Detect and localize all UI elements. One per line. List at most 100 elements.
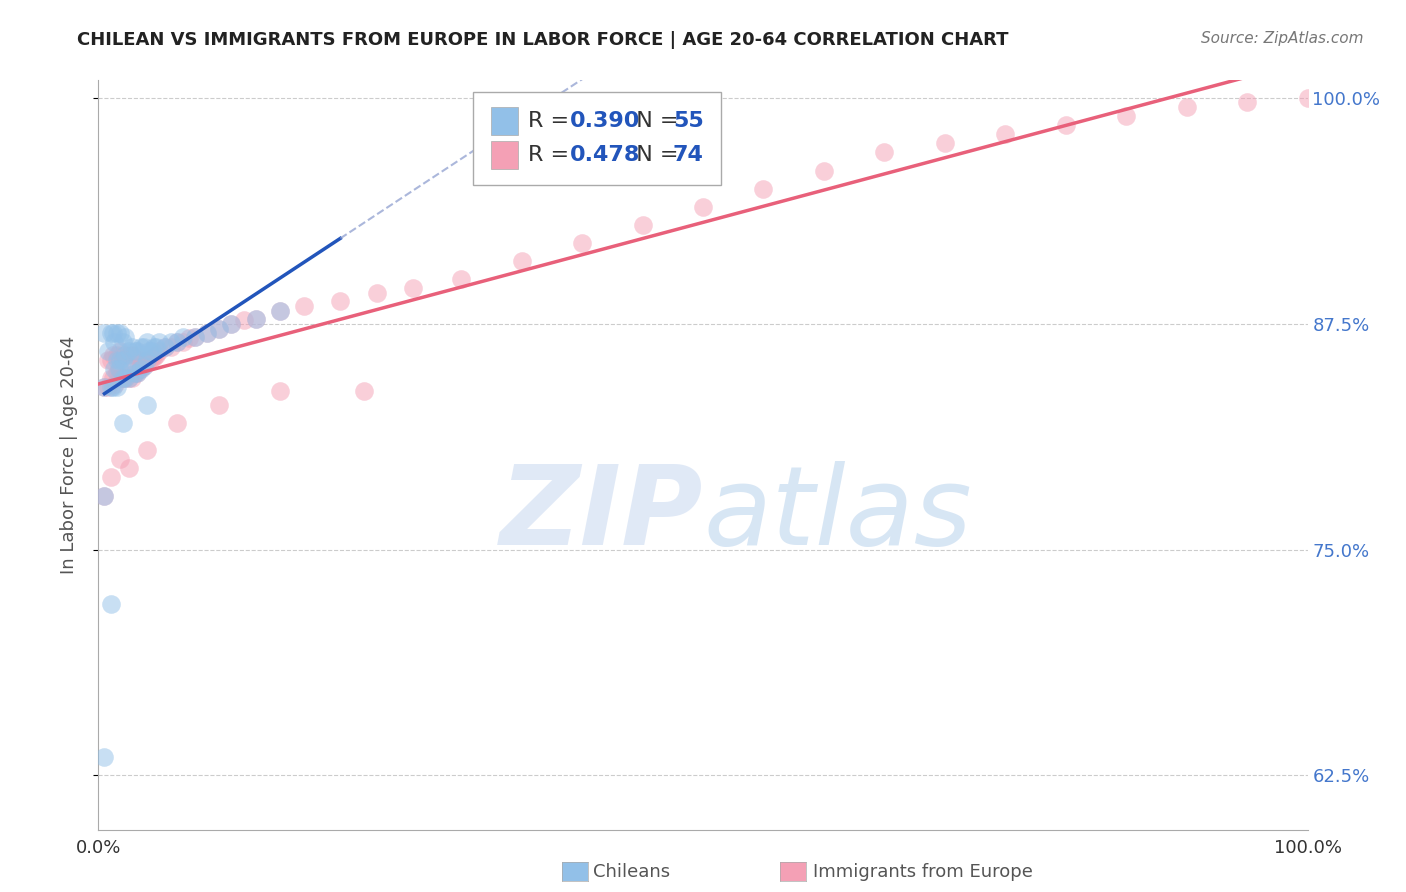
Point xyxy=(111,348,134,362)
Text: R =: R = xyxy=(527,145,576,165)
Text: Immigrants from Europe: Immigrants from Europe xyxy=(813,863,1032,881)
Point xyxy=(104,376,127,391)
Point xyxy=(813,163,835,178)
Point xyxy=(184,329,207,343)
Point xyxy=(752,181,775,195)
Point xyxy=(131,353,153,368)
Point xyxy=(101,371,124,385)
Point xyxy=(111,371,134,385)
Point xyxy=(269,384,291,398)
Point xyxy=(93,750,115,764)
Point xyxy=(143,350,166,364)
Point xyxy=(135,353,157,368)
Point xyxy=(160,341,183,355)
Point xyxy=(195,326,218,340)
Point xyxy=(93,489,115,503)
Point xyxy=(93,380,115,394)
Point xyxy=(118,461,141,475)
Point xyxy=(245,311,267,326)
Point xyxy=(195,326,218,340)
Point xyxy=(143,341,166,355)
Point xyxy=(571,235,593,250)
Point xyxy=(120,362,142,376)
Point xyxy=(138,344,160,359)
Point xyxy=(129,362,152,376)
Point xyxy=(111,371,134,385)
Point xyxy=(184,329,207,343)
Point xyxy=(366,286,388,301)
Point xyxy=(103,362,125,376)
Point xyxy=(121,348,143,362)
Point xyxy=(135,334,157,349)
Point xyxy=(1175,100,1198,114)
Point xyxy=(172,334,194,349)
Point xyxy=(97,353,120,368)
Point xyxy=(127,344,149,359)
Point xyxy=(145,341,167,355)
Point xyxy=(100,380,122,394)
Text: Chileans: Chileans xyxy=(593,863,671,881)
Point xyxy=(124,366,146,380)
Point xyxy=(105,353,128,368)
Point xyxy=(245,311,267,326)
Point xyxy=(108,371,131,385)
Point xyxy=(129,341,152,355)
Point xyxy=(101,380,124,394)
Point xyxy=(1236,95,1258,109)
Point xyxy=(121,371,143,385)
Point xyxy=(134,359,156,373)
FancyBboxPatch shape xyxy=(492,141,517,169)
Point xyxy=(353,384,375,398)
Text: atlas: atlas xyxy=(703,461,972,568)
Point xyxy=(100,353,122,368)
Point xyxy=(631,218,654,232)
Point xyxy=(127,366,149,380)
Point xyxy=(129,359,152,373)
Point xyxy=(692,200,714,214)
Text: 74: 74 xyxy=(672,145,703,165)
Point xyxy=(118,371,141,385)
FancyBboxPatch shape xyxy=(492,106,517,135)
Point xyxy=(135,398,157,412)
Point xyxy=(221,317,243,331)
Point xyxy=(111,353,134,368)
Point xyxy=(124,366,146,380)
Point xyxy=(148,344,170,359)
Point xyxy=(208,322,231,336)
Point xyxy=(134,359,156,373)
Point xyxy=(118,344,141,359)
Point xyxy=(114,353,136,368)
Point xyxy=(138,353,160,368)
Point xyxy=(111,417,134,431)
Point xyxy=(179,331,201,345)
Point xyxy=(93,326,115,340)
Point xyxy=(105,326,128,340)
Point xyxy=(105,366,128,380)
Text: ZIP: ZIP xyxy=(499,461,703,568)
Point xyxy=(97,344,120,359)
Point xyxy=(160,334,183,349)
Point xyxy=(1296,91,1319,105)
Point xyxy=(450,272,472,286)
Point xyxy=(100,470,122,484)
Point xyxy=(108,326,131,340)
Point xyxy=(329,293,352,308)
Text: Source: ZipAtlas.com: Source: ZipAtlas.com xyxy=(1201,31,1364,46)
Text: R =: R = xyxy=(527,111,576,131)
Point xyxy=(111,334,134,349)
Text: N =: N = xyxy=(621,111,686,131)
Point xyxy=(135,353,157,368)
Point xyxy=(108,353,131,368)
Point xyxy=(128,362,150,376)
Point xyxy=(114,371,136,385)
Point xyxy=(148,334,170,349)
Point xyxy=(994,128,1017,142)
Text: 0.390: 0.390 xyxy=(569,111,640,131)
Point xyxy=(292,299,315,313)
Point xyxy=(114,348,136,362)
Point xyxy=(100,371,122,385)
Point xyxy=(510,253,533,268)
Point xyxy=(108,362,131,376)
Point xyxy=(1115,109,1137,123)
Point xyxy=(100,597,122,611)
